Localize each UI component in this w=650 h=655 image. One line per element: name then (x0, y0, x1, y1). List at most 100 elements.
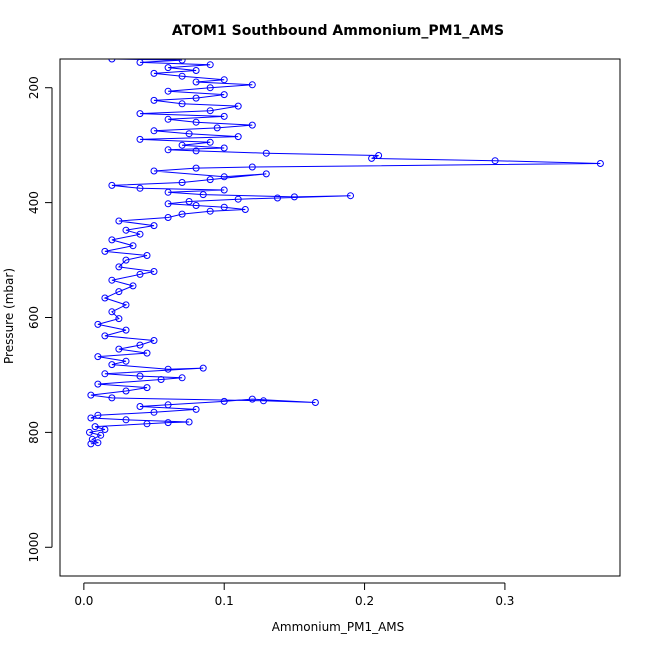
x-axis-title: Ammonium_PM1_AMS (272, 620, 405, 634)
data-point (596, 160, 604, 167)
data-point (213, 124, 221, 132)
data-point (220, 144, 228, 152)
data-point (185, 130, 193, 138)
data-point (178, 72, 186, 80)
data-point (122, 226, 130, 234)
data-point (150, 408, 158, 416)
data-point (262, 149, 270, 157)
data-point (101, 332, 109, 340)
data-point (91, 423, 99, 431)
data-point (101, 370, 109, 378)
data-point (192, 147, 200, 155)
data-point (192, 202, 200, 209)
data-point (220, 203, 228, 211)
data-point (94, 380, 102, 388)
data-point (115, 263, 123, 271)
y-axis-title: Pressure (mbar) (2, 268, 16, 364)
data-point (347, 192, 354, 200)
data-point (101, 426, 109, 433)
data-point (88, 435, 96, 443)
data-point (115, 345, 123, 353)
x-tick-label: 0.3 (495, 594, 514, 608)
y-tick-label: 400 (27, 191, 41, 214)
data-point (150, 222, 158, 230)
data-point (150, 127, 158, 135)
data-point (185, 198, 193, 205)
data-point (368, 154, 376, 162)
data-point (206, 84, 214, 92)
data-point (185, 418, 193, 426)
data-point (136, 110, 144, 118)
data-point (220, 186, 228, 194)
data-point (150, 167, 158, 175)
data-point (136, 230, 144, 238)
data-point (150, 337, 158, 344)
data-point (192, 405, 200, 413)
data-point (108, 276, 116, 284)
data-point (94, 411, 102, 419)
data-point (164, 365, 172, 373)
data-point (164, 401, 172, 409)
data-point (115, 288, 123, 296)
data-point (122, 301, 130, 309)
data-point (122, 326, 130, 334)
data-point (248, 81, 256, 89)
data-point (150, 96, 158, 104)
data-point (164, 115, 172, 123)
x-tick-label: 0.2 (355, 594, 374, 608)
data-point (143, 349, 151, 357)
data-point (122, 256, 130, 264)
data-point (150, 268, 158, 275)
data-point (192, 94, 200, 102)
data-point (220, 173, 228, 181)
data-point (87, 391, 95, 399)
data-point (164, 419, 172, 427)
data-point (192, 78, 200, 86)
data-point (178, 100, 186, 108)
data-point (234, 102, 242, 110)
y-tick-label: 200 (27, 76, 41, 99)
data-point (206, 138, 214, 146)
data-point (87, 414, 95, 422)
data-point (97, 431, 105, 439)
data-point (199, 191, 207, 199)
data-point (248, 163, 256, 171)
data-point (129, 282, 137, 290)
data-point (108, 308, 116, 316)
data-point (164, 146, 172, 154)
data-point (143, 252, 151, 259)
data-point (94, 353, 102, 361)
data-point (108, 361, 116, 369)
data-point (311, 399, 319, 406)
data-point (178, 141, 186, 149)
data-point (192, 118, 200, 126)
data-point (143, 420, 151, 428)
data-point (164, 214, 172, 221)
data-point (274, 194, 281, 202)
y-tick-label: 800 (27, 421, 41, 444)
data-point (220, 112, 228, 120)
y-tick-label: 600 (27, 306, 41, 329)
data-point (260, 397, 267, 405)
data-point (178, 59, 186, 64)
data-point (206, 61, 214, 69)
data-layer (86, 59, 604, 448)
data-point (136, 270, 144, 278)
data-point (101, 247, 109, 255)
data-point (206, 207, 214, 215)
data-point (136, 341, 144, 349)
data-point (136, 184, 144, 192)
data-point (150, 69, 158, 77)
data-point (220, 397, 228, 405)
data-point (164, 64, 172, 72)
data-point (192, 164, 200, 172)
axes-layer: 0.0 0.1 0.2 0.3 200 400 600 800 1000 (27, 58, 621, 608)
data-point (129, 242, 137, 250)
data-point (157, 376, 165, 383)
series-line (89, 59, 601, 445)
data-point (234, 133, 242, 141)
data-point (122, 357, 130, 365)
data-point (86, 428, 93, 436)
data-point (178, 374, 186, 382)
